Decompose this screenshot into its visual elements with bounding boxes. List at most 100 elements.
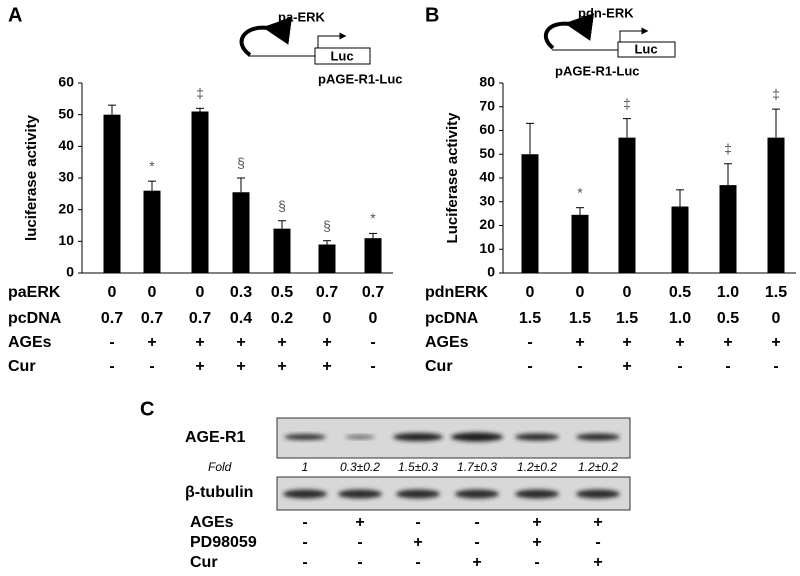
condition-value: 0.7 [189, 310, 211, 327]
condition-value: - [357, 554, 362, 571]
condition-label: PD98059 [190, 534, 257, 551]
condition-value: + [277, 334, 286, 351]
y-tick-label: 60 [58, 74, 74, 90]
condition-value: + [532, 514, 541, 531]
condition-value: 1.5 [519, 310, 541, 327]
condition-value: - [415, 514, 420, 531]
condition-value: - [149, 358, 154, 375]
construct-diagram: pdn-ERK Luc pAGE-R1-Luc [543, 5, 676, 78]
y-tick-label: 10 [479, 240, 495, 256]
condition-label: AGEs [190, 514, 234, 531]
condition-value: 0.7 [101, 310, 123, 327]
error-bar [323, 240, 331, 245]
blot-bands [283, 432, 620, 499]
protein-band [515, 489, 559, 499]
condition-value: 1.5 [569, 310, 591, 327]
bar [521, 154, 539, 273]
condition-value: 0 [772, 310, 781, 327]
y-tick-label: 20 [58, 200, 74, 216]
condition-value: + [472, 554, 481, 571]
reporter-label: Luc [634, 41, 657, 56]
condition-value: - [773, 358, 778, 375]
condition-value: + [532, 534, 541, 551]
condition-value: + [413, 534, 422, 551]
condition-value: 1.5 [765, 284, 787, 301]
condition-value: 0.5 [669, 284, 691, 301]
error-bar [676, 189, 684, 207]
bar [103, 114, 121, 274]
condition-label: Cur [190, 554, 218, 571]
condition-value: 0 [148, 284, 157, 301]
y-tick-label: 20 [479, 216, 495, 232]
condition-value: 0 [323, 310, 332, 327]
condition-value: + [236, 358, 245, 375]
blot-row-label: β-tubulin [185, 484, 253, 501]
bar [273, 228, 291, 273]
y-tick-label: 80 [479, 74, 495, 90]
error-bar [772, 108, 780, 138]
condition-label: pcDNA [425, 310, 479, 327]
condition-value: + [195, 334, 204, 351]
plasmid-label: pAGE-R1-Luc [318, 71, 403, 86]
condition-value: 0.5 [271, 284, 293, 301]
condition-value: 0.7 [362, 284, 384, 301]
condition-label: AGEs [8, 334, 52, 351]
error-bar [196, 107, 204, 112]
error-bar [576, 207, 584, 215]
condition-value: + [322, 358, 331, 375]
bar [191, 111, 209, 273]
condition-value: 0 [196, 284, 205, 301]
condition-value: - [370, 358, 375, 375]
condition-value: + [236, 334, 245, 351]
y-axis-label: Luciferase activity [444, 112, 461, 244]
condition-value: + [723, 334, 732, 351]
fold-value: 1.2±0.2 [517, 460, 557, 474]
promoter-arrow [619, 27, 649, 42]
condition-value: 0 [526, 284, 535, 301]
condition-label: Cur [425, 358, 453, 375]
significance-mark: ‡ [772, 86, 780, 102]
condition-value: - [474, 534, 479, 551]
panel-label: C [140, 398, 154, 420]
condition-value: - [302, 554, 307, 571]
condition-value: 0.5 [717, 310, 739, 327]
y-tick-label: 70 [479, 97, 495, 113]
y-tick-label: 30 [479, 192, 495, 208]
bar [671, 206, 689, 273]
condition-label: paERK [8, 284, 61, 301]
bar [318, 244, 336, 273]
error-bar [724, 163, 732, 186]
condition-value: 0.3 [230, 284, 252, 301]
condition-value: - [302, 514, 307, 531]
plasmid-label: pAGE-R1-Luc [555, 63, 640, 78]
protein-band [284, 434, 326, 440]
condition-value: 0 [623, 284, 632, 301]
panel-label: A [8, 4, 22, 26]
bar [618, 137, 636, 273]
curved-arrow [543, 13, 595, 50]
bar [143, 190, 161, 273]
protein-band [345, 435, 375, 439]
significance-mark: * [370, 210, 376, 226]
condition-value: - [109, 334, 114, 351]
condition-value: - [109, 358, 114, 375]
panel-label: B [425, 4, 439, 26]
protein-band [455, 489, 499, 499]
condition-value: + [593, 554, 602, 571]
condition-label: pdnERK [425, 284, 489, 301]
y-tick-label: 50 [58, 105, 74, 121]
protein-band [451, 432, 503, 442]
y-tick-label: 40 [479, 169, 495, 185]
condition-value: - [474, 514, 479, 531]
fold-value: 1.5±0.3 [398, 460, 438, 474]
bar [767, 137, 785, 273]
protein-band [515, 433, 559, 441]
error-bar [108, 104, 116, 115]
protein-band [396, 489, 440, 499]
condition-value: - [370, 334, 375, 351]
significance-mark: ‡ [196, 85, 204, 101]
fold-value: 1.7±0.3 [457, 460, 497, 474]
condition-value: + [675, 334, 684, 351]
